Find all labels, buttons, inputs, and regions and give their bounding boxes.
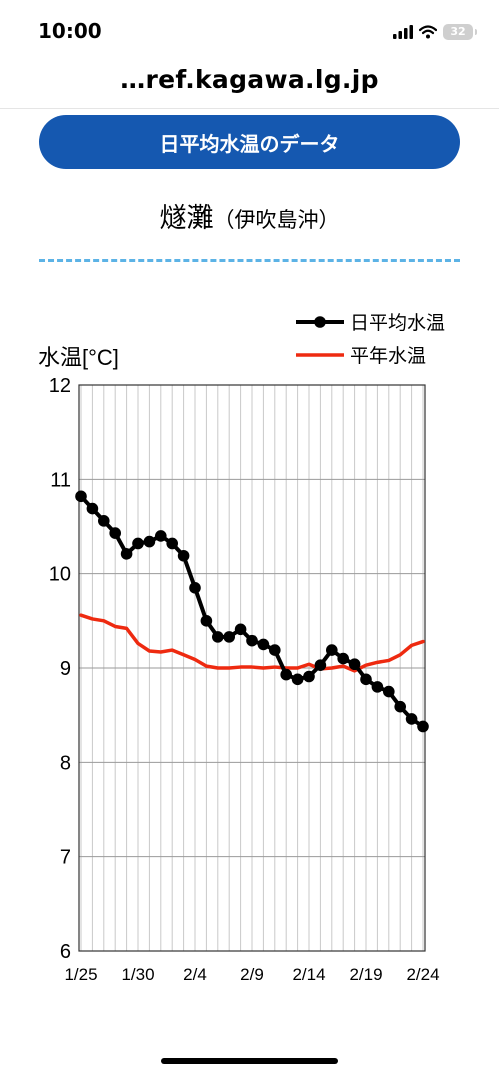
x-tick-label: 2/19 (349, 965, 382, 984)
data-point (223, 631, 235, 643)
location-title: 燧灘（伊吹島沖） (0, 196, 499, 235)
y-tick-label: 11 (50, 469, 71, 491)
x-tick-label: 1/25 (64, 965, 97, 984)
data-point (348, 658, 361, 671)
y-tick-label: 7 (60, 847, 71, 869)
data-point (120, 548, 133, 560)
data-point (166, 537, 178, 550)
data-point (200, 615, 213, 627)
data-point (143, 535, 156, 548)
plot-frame (78, 384, 426, 952)
data-point (360, 673, 372, 686)
y-axis-label: 水温[°C] (38, 345, 119, 370)
data-point (291, 673, 304, 686)
data-point (109, 527, 121, 539)
legend-marker (314, 316, 326, 328)
data-point (234, 623, 247, 636)
data-point (326, 644, 338, 656)
y-tick-label: 6 (60, 941, 71, 963)
wifi-icon (419, 25, 437, 39)
data-point (269, 644, 281, 656)
address-bar[interactable]: …ref.kagawa.lg.jp (0, 62, 499, 109)
legend-label: 平年水温 (350, 345, 426, 367)
dashed-divider (39, 259, 460, 262)
x-tick-label: 2/9 (240, 965, 264, 984)
water-temperature-chart: 6 7 8 9 10 11 12 1/25 1/30 2/4 2/9 2/14 2/19 2/24 水温[°… (38, 312, 445, 984)
signal-icon (393, 25, 413, 39)
data-point (189, 582, 201, 594)
data-point (337, 652, 350, 665)
y-tick-label: 8 (60, 752, 71, 774)
data-point (155, 530, 167, 542)
y-tick-label: 9 (60, 658, 71, 680)
data-point (417, 720, 429, 733)
legend-label: 日平均水温 (350, 312, 445, 334)
data-point (303, 670, 315, 683)
data-point (280, 668, 293, 681)
status-icons: 32 (393, 22, 477, 42)
status-bar: 10:00 32 (0, 0, 499, 62)
x-tick-label: 2/4 (183, 965, 207, 984)
location-name: 燧灘 (159, 203, 214, 234)
data-point (86, 502, 99, 515)
data-point (75, 490, 87, 503)
water-temp-data-button[interactable]: 日平均水温のデータ (39, 115, 460, 169)
x-tick-label: 2/14 (292, 965, 325, 984)
data-point (314, 659, 327, 671)
status-time: 10:00 (38, 19, 102, 43)
data-point (246, 634, 258, 647)
x-tick-label: 2/24 (406, 965, 439, 984)
home-indicator[interactable] (161, 1058, 338, 1064)
data-point (257, 638, 270, 651)
data-point (98, 515, 110, 527)
x-tick-label: 1/30 (121, 965, 154, 984)
data-point (177, 549, 190, 562)
series-line-1 (79, 613, 425, 673)
data-point (212, 631, 224, 643)
url-text: …ref.kagawa.lg.jp (120, 65, 379, 94)
y-tick-label: 10 (49, 564, 71, 586)
battery-icon: 32 (443, 24, 477, 40)
location-area: （伊吹島沖） (213, 208, 340, 232)
data-point (383, 685, 395, 698)
data-point (371, 681, 384, 693)
data-point (132, 537, 144, 550)
y-tick-label: 12 (49, 375, 71, 397)
data-point (394, 700, 407, 713)
data-point (405, 713, 418, 725)
